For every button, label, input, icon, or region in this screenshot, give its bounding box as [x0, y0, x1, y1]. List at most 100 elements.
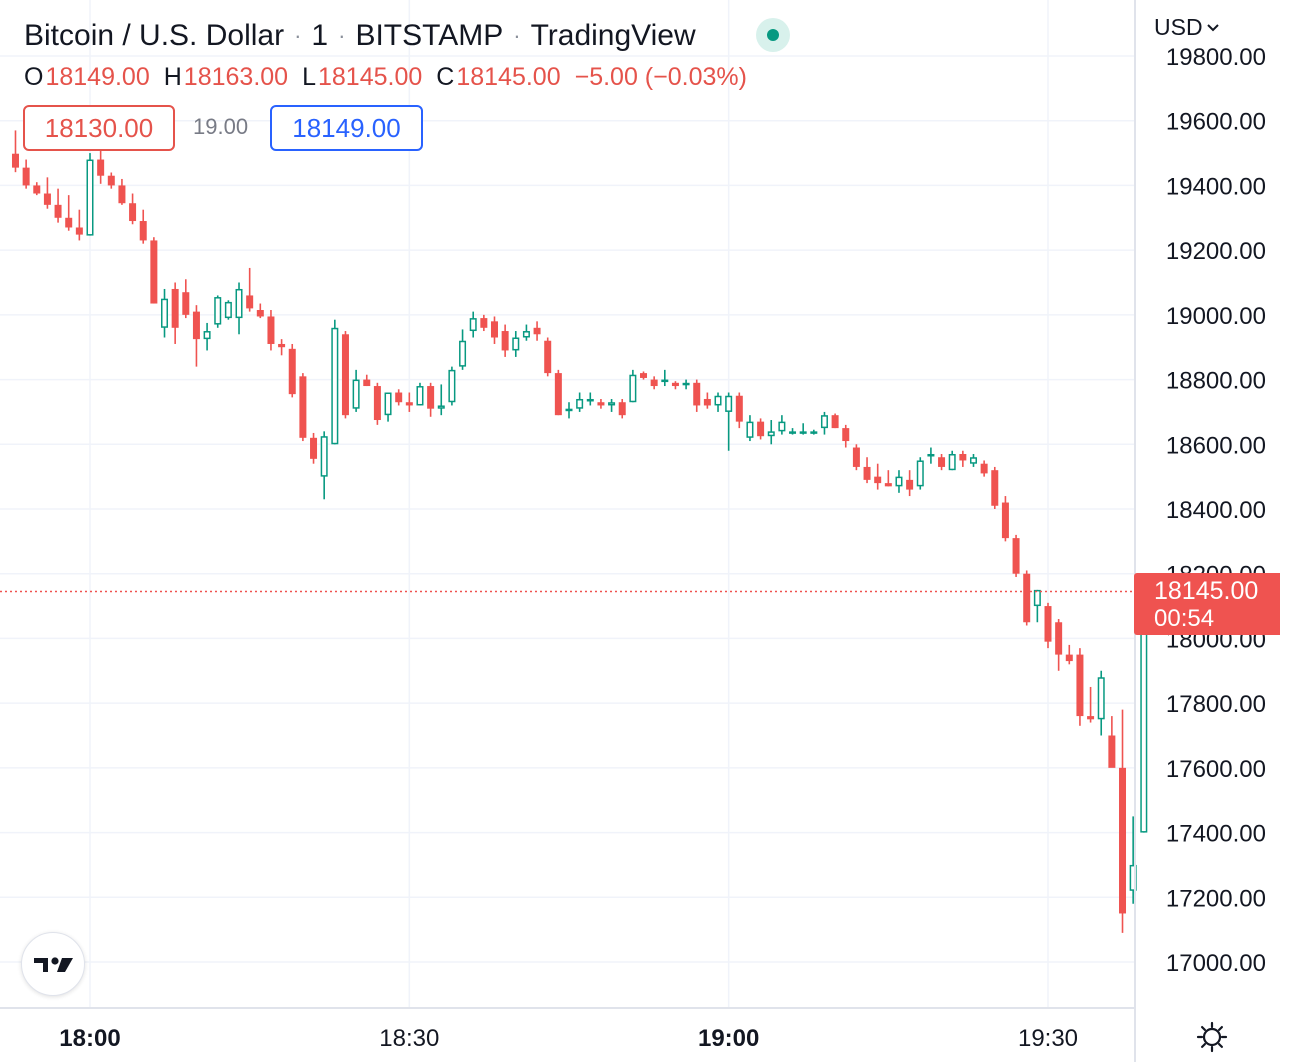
candle-up[interactable]	[714, 392, 722, 412]
candle-up[interactable]	[522, 324, 530, 341]
candle-down[interactable]	[991, 466, 999, 509]
candle-down[interactable]	[501, 324, 509, 357]
candle-down[interactable]	[1065, 644, 1073, 665]
candle-down[interactable]	[757, 418, 765, 440]
candle-down[interactable]	[852, 444, 860, 471]
candle-down[interactable]	[118, 178, 126, 205]
tradingview-logo-icon[interactable]	[21, 932, 85, 996]
candle-down[interactable]	[1001, 496, 1009, 542]
candle-up[interactable]	[331, 319, 339, 445]
candle-up[interactable]	[927, 447, 935, 464]
candle-up[interactable]	[820, 411, 828, 435]
candle-down[interactable]	[1012, 534, 1020, 577]
candle-down[interactable]	[107, 172, 115, 189]
currency-selector[interactable]: USD	[1154, 14, 1219, 41]
candle-up[interactable]	[352, 369, 360, 412]
candle-up[interactable]	[384, 392, 392, 422]
candle-down[interactable]	[863, 457, 871, 484]
candle-up[interactable]	[661, 369, 669, 387]
sell-button[interactable]: 18130.00	[23, 105, 175, 151]
candle-up[interactable]	[789, 428, 797, 435]
candle-down[interactable]	[650, 376, 658, 390]
candle-down[interactable]	[831, 413, 839, 429]
candle-down[interactable]	[906, 470, 914, 497]
candle-up[interactable]	[629, 369, 637, 403]
candle-down[interactable]	[171, 282, 179, 344]
candle-down[interactable]	[427, 382, 435, 417]
candle-up[interactable]	[448, 366, 456, 406]
candle-down[interactable]	[139, 209, 147, 244]
candle-down[interactable]	[129, 193, 137, 225]
candle-down[interactable]	[618, 398, 626, 419]
candle-down[interactable]	[310, 432, 318, 464]
candle-down[interactable]	[842, 424, 850, 448]
candle-up[interactable]	[437, 384, 445, 416]
candle-up[interactable]	[682, 379, 690, 390]
candle-down[interactable]	[11, 130, 19, 173]
candle-up[interactable]	[86, 153, 94, 236]
candle-down[interactable]	[75, 209, 83, 241]
candle-down[interactable]	[1119, 709, 1127, 933]
candle-down[interactable]	[33, 182, 41, 196]
candle-down[interactable]	[22, 159, 30, 189]
candle-down[interactable]	[693, 379, 701, 412]
candle-down[interactable]	[959, 450, 967, 467]
candle-down[interactable]	[533, 321, 541, 341]
candle-up[interactable]	[235, 282, 243, 335]
candle-down[interactable]	[278, 339, 286, 356]
candle-up[interactable]	[916, 457, 924, 490]
candle-up[interactable]	[459, 329, 467, 370]
candle-up[interactable]	[214, 295, 222, 328]
candle-down[interactable]	[735, 392, 743, 429]
candle-down[interactable]	[363, 374, 371, 387]
candle-down[interactable]	[1055, 619, 1063, 671]
candle-down[interactable]	[288, 343, 296, 398]
candle-down[interactable]	[490, 316, 498, 344]
candle-up[interactable]	[576, 392, 584, 412]
candle-down[interactable]	[373, 382, 381, 425]
candle-down[interactable]	[1087, 686, 1095, 723]
candle-down[interactable]	[54, 188, 62, 223]
candle-down[interactable]	[182, 279, 190, 319]
candle-down[interactable]	[65, 195, 73, 231]
candle-down[interactable]	[480, 314, 488, 332]
candle-down[interactable]	[405, 392, 413, 412]
candle-up[interactable]	[948, 450, 956, 471]
candle-up[interactable]	[746, 415, 754, 442]
symbol-name[interactable]: Bitcoin / U.S. Dollar	[24, 19, 285, 52]
candle-down[interactable]	[554, 369, 562, 416]
candle-up[interactable]	[1097, 670, 1105, 736]
candle-up[interactable]	[565, 402, 573, 419]
candle-down[interactable]	[938, 453, 946, 471]
candle-down[interactable]	[1108, 716, 1116, 768]
candle-down[interactable]	[640, 371, 648, 380]
candle-up[interactable]	[810, 429, 818, 435]
candle-up[interactable]	[969, 453, 977, 467]
candle-up[interactable]	[416, 382, 424, 406]
candle-down[interactable]	[703, 392, 711, 409]
candle-up[interactable]	[203, 322, 211, 351]
interval-label[interactable]: 1	[311, 19, 329, 52]
candle-up[interactable]	[512, 331, 520, 357]
candle-down[interactable]	[874, 463, 882, 490]
candle-up[interactable]	[799, 423, 807, 435]
candle-down[interactable]	[97, 148, 105, 184]
candle-up[interactable]	[608, 398, 616, 412]
candle-up[interactable]	[224, 300, 232, 320]
candle-up[interactable]	[778, 415, 786, 435]
candle-down[interactable]	[341, 331, 349, 419]
candle-down[interactable]	[192, 305, 200, 367]
candle-down[interactable]	[43, 177, 51, 209]
candle-down[interactable]	[1076, 648, 1084, 726]
candle-down[interactable]	[246, 267, 254, 312]
buy-button[interactable]: 18149.00	[270, 105, 423, 151]
candle-down[interactable]	[267, 310, 275, 351]
candle-down[interactable]	[544, 337, 552, 377]
candle-up[interactable]	[161, 288, 169, 338]
candle-down[interactable]	[980, 460, 988, 477]
candle-down[interactable]	[1023, 570, 1031, 626]
candle-down[interactable]	[395, 389, 403, 406]
candle-up[interactable]	[725, 392, 733, 451]
candle-down[interactable]	[884, 470, 892, 487]
